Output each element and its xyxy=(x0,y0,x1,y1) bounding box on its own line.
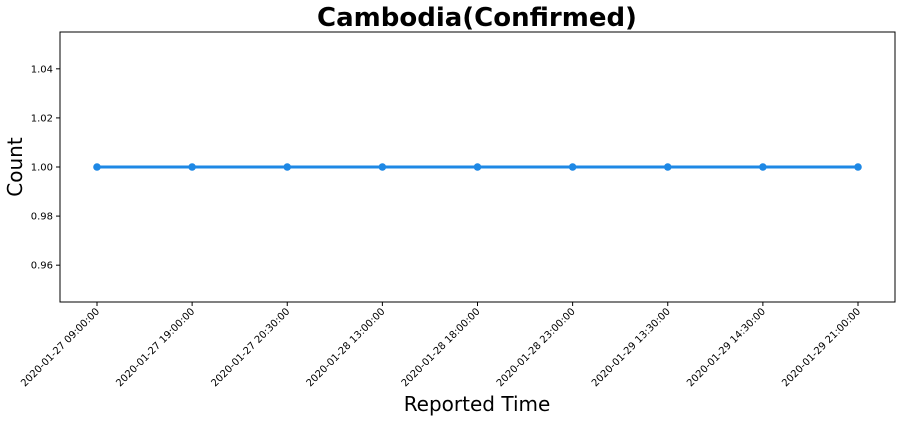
x-tick-label: 2020-01-28 23:00:00 xyxy=(495,306,578,389)
series-plot xyxy=(93,163,862,171)
data-point xyxy=(188,163,196,171)
x-axis: 2020-01-27 09:00:00 2020-01-27 19:00:00 20… xyxy=(19,302,863,389)
y-axis: 0.96 0.98 1.00 1.02 1.04 xyxy=(31,64,60,272)
data-point xyxy=(568,163,577,171)
data-point xyxy=(473,163,482,171)
y-tick-label: 1.02 xyxy=(31,113,53,124)
y-tick-label: 1.04 xyxy=(31,64,53,75)
x-tick-label: 2020-01-29 21:00:00 xyxy=(780,306,863,389)
data-point xyxy=(283,163,292,171)
x-tick-label: 2020-01-27 20:30:00 xyxy=(209,306,292,389)
x-tick-label: 2020-01-28 13:00:00 xyxy=(305,306,388,389)
x-tick-label: 2020-01-29 14:30:00 xyxy=(685,306,768,389)
data-point xyxy=(663,163,672,171)
y-tick-label: 1.00 xyxy=(31,163,53,174)
y-axis-label: Count xyxy=(3,137,27,197)
data-point xyxy=(378,163,387,171)
data-point xyxy=(759,163,767,171)
y-tick-label: 0.96 xyxy=(31,261,53,272)
data-point xyxy=(854,163,862,171)
y-tick-label: 0.98 xyxy=(31,212,53,223)
x-tick-label: 2020-01-29 13:30:00 xyxy=(590,306,673,389)
x-tick-label: 2020-01-28 18:00:00 xyxy=(400,306,483,389)
x-tick-label: 2020-01-27 09:00:00 xyxy=(19,306,102,389)
x-tick-label: 2020-01-27 19:00:00 xyxy=(114,306,197,389)
chart-title: Cambodia(Confirmed) xyxy=(317,3,637,33)
data-point xyxy=(93,163,101,171)
x-axis-label: Reported Time xyxy=(404,392,551,416)
